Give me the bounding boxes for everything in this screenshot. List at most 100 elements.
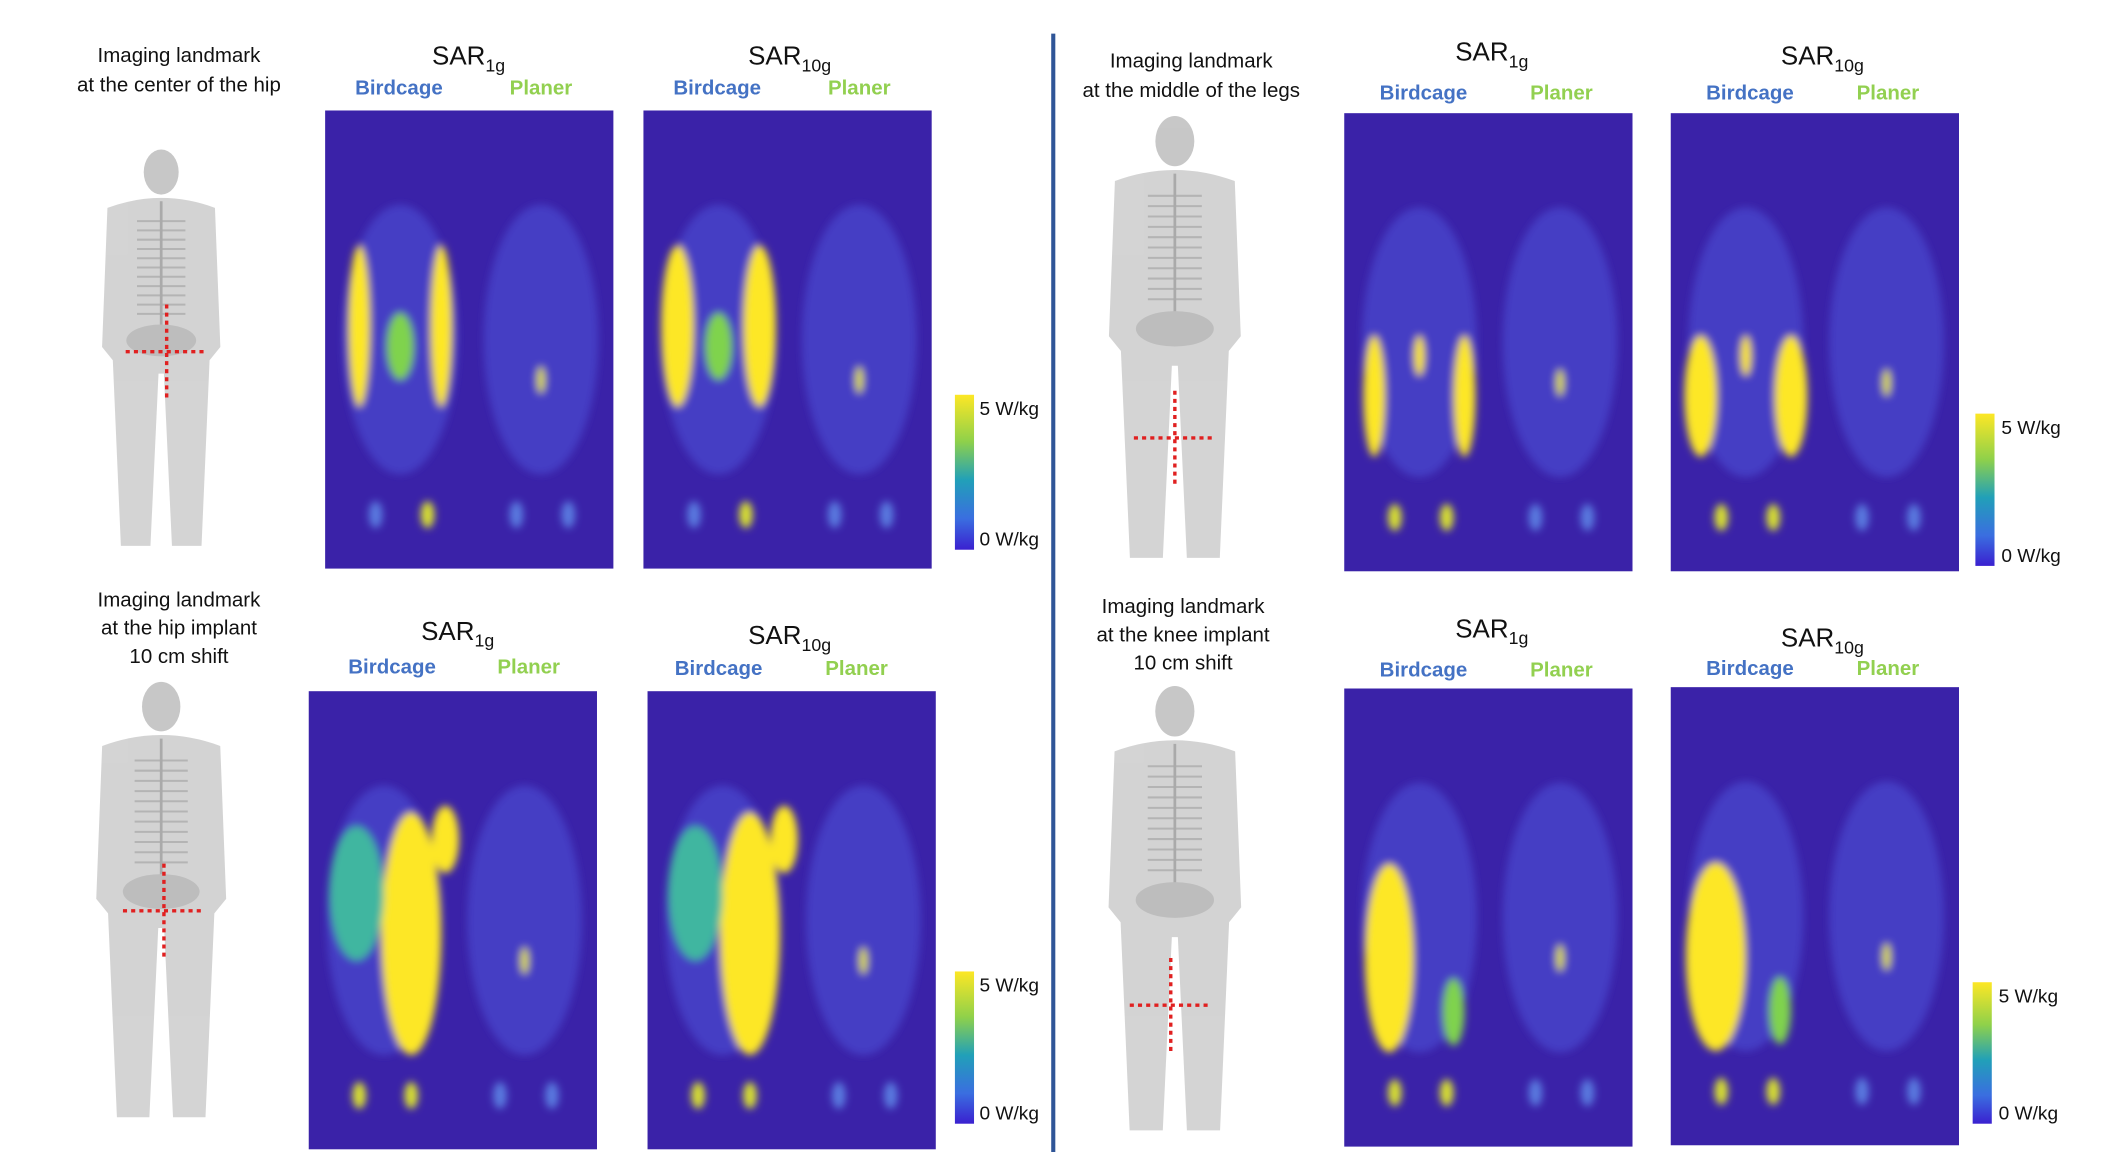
map-title: SAR10g xyxy=(748,43,831,76)
foot xyxy=(1387,503,1402,531)
title-subscript: 10g xyxy=(801,635,831,655)
hotspot xyxy=(1774,335,1808,457)
foot xyxy=(1714,1077,1729,1105)
torso xyxy=(1108,169,1241,558)
landmark-text: at the middle of the legs xyxy=(1082,80,1300,102)
birdcage-label: Birdcage xyxy=(355,77,443,99)
hotspot xyxy=(430,245,453,407)
landmark-text: 10 cm shift xyxy=(1134,653,1233,675)
title-main: SAR xyxy=(1781,625,1834,653)
silhouette xyxy=(483,204,599,475)
title-subscript: 10g xyxy=(801,56,831,76)
title-subscript: 1g xyxy=(474,631,494,651)
map-title: SAR1g xyxy=(432,43,505,76)
foot xyxy=(1439,503,1454,531)
colorbar-max: 5 W/kg xyxy=(2001,418,2060,439)
foot xyxy=(831,1081,846,1109)
birdcage-label: Birdcage xyxy=(348,657,436,679)
foot xyxy=(352,1081,367,1109)
hotspot xyxy=(855,366,864,394)
foot xyxy=(1907,503,1921,531)
planer-label: Planer xyxy=(1530,659,1593,681)
sar-pattern xyxy=(1362,782,1618,1107)
silhouette xyxy=(467,785,582,1055)
hotspot xyxy=(719,812,781,1055)
sar-pattern xyxy=(326,785,582,1109)
torso xyxy=(102,197,221,546)
foot xyxy=(404,1081,419,1109)
head xyxy=(1155,116,1195,167)
title-subscript: 1g xyxy=(485,56,505,76)
silhouette xyxy=(806,785,921,1055)
hotspot xyxy=(859,947,868,975)
map-title: SAR1g xyxy=(1455,615,1528,648)
foot xyxy=(1855,1077,1869,1105)
hotspot xyxy=(348,245,371,407)
birdcage-label: Birdcage xyxy=(1380,659,1468,681)
hotspot xyxy=(1555,369,1565,397)
colorbar xyxy=(954,971,975,1124)
body-model xyxy=(1108,116,1241,558)
foot xyxy=(1766,503,1781,531)
title-main: SAR xyxy=(432,43,485,71)
hotspot xyxy=(1442,978,1465,1046)
colorbar xyxy=(954,394,975,550)
hotspot xyxy=(431,805,460,874)
foot xyxy=(739,501,753,529)
colorbar-max: 5 W/kg xyxy=(1999,987,2058,1008)
landmark-text: Imaging landmark xyxy=(1102,596,1266,618)
foot xyxy=(420,501,435,529)
foot xyxy=(509,501,524,529)
hotspot xyxy=(1685,862,1746,1051)
hotspot xyxy=(1453,335,1476,457)
planer-label: Planer xyxy=(1530,83,1593,105)
sar-pattern xyxy=(1362,207,1618,531)
colorbar xyxy=(1975,413,1995,566)
title-main: SAR xyxy=(421,618,474,646)
pelvis xyxy=(1135,882,1215,918)
landmark-text: Imaging landmark xyxy=(98,45,262,67)
birdcage-label: Birdcage xyxy=(1706,658,1794,680)
landmark-text: at the hip implant xyxy=(101,618,257,640)
hotspot xyxy=(1555,944,1565,972)
foot xyxy=(1387,1079,1402,1107)
torso xyxy=(1108,740,1242,1131)
foot xyxy=(1580,1079,1595,1107)
silhouette xyxy=(1502,207,1618,477)
map-title: SAR1g xyxy=(1455,39,1528,72)
foot xyxy=(561,501,576,529)
landmark-text: Imaging landmark xyxy=(1110,50,1274,72)
foot xyxy=(493,1081,507,1109)
head xyxy=(143,149,179,195)
foot xyxy=(1528,1079,1543,1107)
map-title: SAR10g xyxy=(1781,43,1864,76)
title-subscript: 1g xyxy=(1509,628,1529,648)
pelvis xyxy=(1135,311,1214,347)
title-main: SAR xyxy=(748,43,801,71)
foot xyxy=(1714,503,1729,531)
body-model xyxy=(96,681,227,1118)
foot xyxy=(879,501,894,529)
foot xyxy=(743,1081,757,1109)
hotspot xyxy=(1882,943,1891,971)
hotspot xyxy=(668,825,723,961)
title-main: SAR xyxy=(1455,39,1508,67)
foot xyxy=(883,1081,898,1109)
hotspot xyxy=(520,947,529,975)
landmark-text: 10 cm shift xyxy=(129,646,228,668)
foot xyxy=(691,1081,705,1109)
colorbar-min: 0 W/kg xyxy=(979,1104,1038,1125)
foot xyxy=(1580,503,1595,531)
hotspot xyxy=(381,812,442,1055)
map-title: SAR1g xyxy=(421,618,494,651)
hotspot xyxy=(661,245,694,407)
birdcage-label: Birdcage xyxy=(675,658,763,680)
hotspot xyxy=(1364,863,1414,1053)
foot xyxy=(545,1081,559,1109)
body-model xyxy=(1108,685,1242,1131)
hotspot xyxy=(329,825,384,961)
torso xyxy=(96,735,227,1118)
hotspot xyxy=(1413,335,1425,376)
landmark-text: at the center of the hip xyxy=(77,75,281,97)
